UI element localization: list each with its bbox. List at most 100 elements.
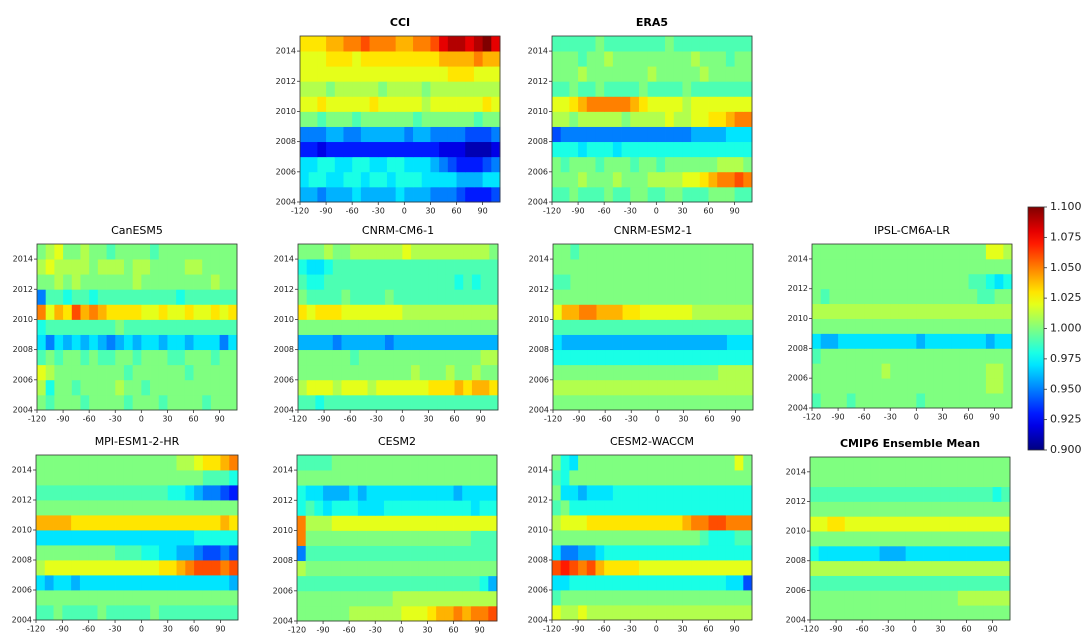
heatmap-cell (106, 605, 116, 621)
heatmap-cell (80, 244, 90, 260)
heatmap-cell (202, 334, 212, 351)
heatmap-cell (132, 470, 142, 486)
heatmap-cell (430, 36, 440, 52)
heatmap-cell (657, 304, 667, 320)
heatmap-cell (53, 590, 63, 606)
heatmap-cell (332, 274, 342, 290)
heatmap-cell (717, 515, 727, 531)
heatmap-cell (419, 259, 429, 275)
heatmap-cell (818, 457, 828, 473)
heatmap-cell (331, 500, 341, 516)
heatmap-cell (639, 289, 650, 305)
heatmap-cell (879, 516, 889, 532)
heatmap-cell (141, 575, 151, 591)
heatmap-cell (682, 515, 692, 531)
heatmap-cell (413, 171, 423, 188)
x-tick-label: 30 (678, 415, 688, 424)
heatmap-cell (553, 349, 563, 366)
heatmap-cell (949, 575, 959, 591)
heatmap-cell (949, 605, 959, 621)
heatmap-cell (725, 186, 736, 203)
heatmap-cell (463, 379, 473, 396)
heatmap-cell (413, 156, 423, 173)
heatmap-cell (578, 96, 588, 112)
heatmap-cell (395, 171, 405, 188)
heatmap-cell (666, 274, 676, 290)
heatmap-cell (820, 393, 830, 409)
heatmap-cell (44, 575, 54, 591)
heatmap-cell (306, 394, 316, 411)
heatmap-cell (427, 575, 437, 592)
heatmap-cell (402, 319, 412, 335)
heatmap-cell (392, 530, 402, 546)
heatmap-cell (726, 274, 737, 290)
heatmap-cell (358, 304, 368, 320)
heatmap-cell (648, 364, 658, 381)
heatmap-cell (569, 36, 579, 52)
heatmap-cell (708, 96, 718, 112)
heatmap-cell (683, 379, 693, 396)
heatmap-cell (621, 485, 631, 501)
heatmap-cell (480, 334, 490, 351)
heatmap-cell (421, 171, 431, 188)
heatmap-cell (350, 364, 360, 381)
heatmap-cell (638, 51, 649, 67)
heatmap-cell (605, 394, 615, 411)
heatmap-cell (983, 486, 994, 502)
heatmap-cell (402, 274, 412, 290)
heatmap-cell (44, 500, 54, 516)
heatmap-cell (71, 500, 81, 516)
heatmap-cell (369, 51, 379, 67)
heatmap-cell (949, 590, 959, 606)
heatmap-cell (454, 394, 464, 411)
y-tick-label: 2008 (13, 345, 33, 354)
x-tick-label: -120 (544, 415, 562, 424)
heatmap-cell (489, 394, 499, 411)
y-tick-label: 2012 (788, 284, 808, 293)
heatmap-cell (386, 141, 397, 158)
heatmap-cell (966, 486, 976, 502)
heatmap-cell (402, 289, 412, 305)
x-tick-label: 90 (988, 625, 998, 634)
heatmap-cell (905, 605, 915, 621)
heatmap-cell (931, 471, 941, 488)
heatmap-cell (735, 364, 745, 381)
x-tick-label: 30 (423, 415, 433, 424)
heatmap-cell (393, 349, 403, 366)
heatmap-cell (673, 560, 683, 576)
heatmap-cell (340, 455, 350, 471)
heatmap-cell (916, 303, 926, 319)
heatmap-cell (324, 379, 334, 396)
heatmap-cell (907, 244, 917, 260)
x-tick-label: 30 (425, 207, 435, 216)
heatmap-cell (925, 303, 935, 319)
heatmap-cell (193, 334, 203, 351)
heatmap-cell (630, 575, 640, 591)
heatmap-cell (709, 394, 719, 411)
heatmap-cell (844, 457, 854, 473)
heatmap-cell (951, 273, 961, 290)
heatmap-cell (334, 126, 344, 143)
heatmap-cell (439, 141, 449, 158)
heatmap-cell (306, 289, 316, 305)
heatmap-cell (595, 186, 605, 203)
heatmap-cell (326, 126, 336, 143)
heatmap-cell (844, 471, 854, 488)
heatmap-cell (717, 530, 727, 546)
heatmap-cell (923, 590, 933, 606)
heatmap-cell (578, 500, 588, 516)
heatmap-cell (561, 379, 571, 396)
heatmap-cell (167, 304, 177, 320)
heatmap-cell (888, 531, 898, 547)
heatmap-cell (734, 141, 744, 158)
heatmap-cell (176, 560, 186, 576)
plot-frame (296, 454, 498, 622)
heatmap-cell (587, 379, 597, 396)
heatmap-cell (358, 244, 368, 260)
heatmap-cell (45, 304, 55, 320)
heatmap-cell (115, 575, 125, 591)
heatmap-cell (185, 590, 195, 606)
heatmap-cell (812, 273, 822, 290)
heatmap-cell (375, 545, 385, 562)
heatmap-cell (725, 156, 736, 173)
